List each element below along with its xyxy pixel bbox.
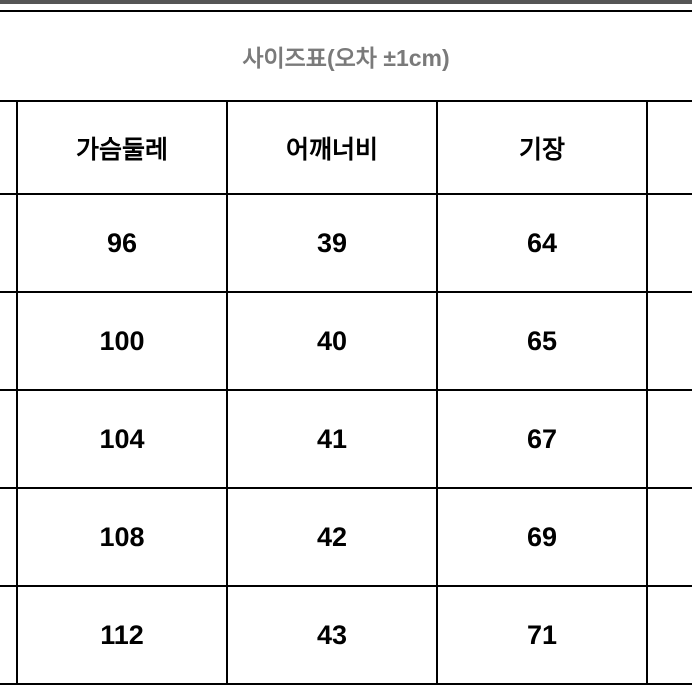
- row-right-stub: [648, 587, 692, 683]
- cell-value: 104: [99, 424, 144, 455]
- cell-value: 41: [317, 424, 347, 455]
- table-cell: 112: [18, 587, 228, 683]
- table-cell: 96: [18, 195, 228, 291]
- cell-value: 65: [527, 326, 557, 357]
- cell-value: 67: [527, 424, 557, 455]
- table-cell: 40: [228, 293, 438, 389]
- table-row: 108 42 69: [0, 489, 692, 587]
- cell-value: 71: [527, 620, 557, 651]
- table-cell: 108: [18, 489, 228, 585]
- column-header: 기장: [438, 102, 648, 193]
- cell-value: 108: [99, 522, 144, 553]
- table-cell: 41: [228, 391, 438, 487]
- row-right-stub: [648, 391, 692, 487]
- table-cell: 64: [438, 195, 648, 291]
- column-header-label: 기장: [519, 130, 565, 166]
- row-right-stub: [648, 293, 692, 389]
- table-cell: 42: [228, 489, 438, 585]
- row-right-stub: [648, 195, 692, 291]
- table-cell: 71: [438, 587, 648, 683]
- cell-value: 112: [100, 620, 144, 651]
- row-left-stub: [0, 489, 18, 585]
- cell-value: 42: [317, 522, 347, 553]
- table-cell: 69: [438, 489, 648, 585]
- row-left-stub: [0, 195, 18, 291]
- table-cell: 65: [438, 293, 648, 389]
- cell-value: 40: [317, 326, 347, 357]
- column-header: 어깨너비: [228, 102, 438, 193]
- row-left-stub: [0, 587, 18, 683]
- table-title-row: 사이즈표(오차 ±1cm): [0, 12, 692, 100]
- header-right-stub: [648, 102, 692, 193]
- table-cell: 100: [18, 293, 228, 389]
- cell-value: 64: [527, 228, 557, 259]
- column-header-label: 가슴둘레: [76, 130, 168, 166]
- table-header-row: 가슴둘레 어깨너비 기장: [0, 100, 692, 195]
- table-row: 100 40 65: [0, 293, 692, 391]
- table-cell: 104: [18, 391, 228, 487]
- table-cell: 43: [228, 587, 438, 683]
- table-cell: 67: [438, 391, 648, 487]
- column-header-label: 어깨너비: [286, 130, 378, 166]
- cell-value: 39: [317, 228, 347, 259]
- cell-value: 100: [99, 326, 144, 357]
- table-row: 104 41 67: [0, 391, 692, 489]
- cell-value: 43: [317, 620, 347, 651]
- cell-value: 96: [107, 228, 137, 259]
- header-left-stub: [0, 102, 18, 193]
- size-table-frame: 사이즈표(오차 ±1cm) 가슴둘레 어깨너비 기장 96 39: [0, 0, 692, 692]
- row-right-stub: [648, 489, 692, 585]
- size-table: 사이즈표(오차 ±1cm) 가슴둘레 어깨너비 기장 96 39: [0, 10, 692, 685]
- table-title: 사이즈표(오차 ±1cm): [242, 39, 449, 73]
- table-row: 112 43 71: [0, 587, 692, 685]
- cell-value: 69: [527, 522, 557, 553]
- row-left-stub: [0, 391, 18, 487]
- column-header: 가슴둘레: [18, 102, 228, 193]
- table-row: 96 39 64: [0, 195, 692, 293]
- row-left-stub: [0, 293, 18, 389]
- table-cell: 39: [228, 195, 438, 291]
